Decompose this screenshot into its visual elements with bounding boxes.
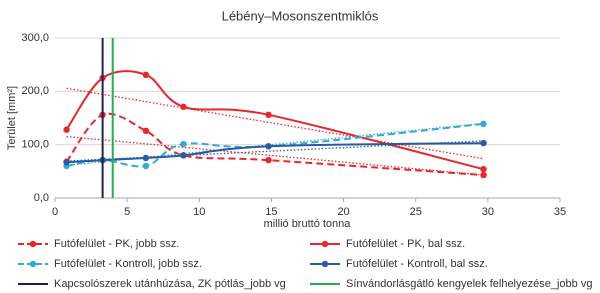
data-point	[142, 162, 150, 170]
trendline	[66, 87, 484, 160]
data-point	[180, 152, 187, 159]
y-tick-label: 100,0	[21, 139, 49, 151]
x-tick-label: 20	[337, 206, 349, 218]
legend-marker	[29, 240, 37, 248]
y-axis-title: Terület [mm²]	[6, 86, 18, 150]
data-point	[265, 156, 272, 164]
data-point	[480, 120, 487, 128]
legend-marker	[321, 240, 329, 248]
trendline	[66, 135, 484, 176]
x-tick-label: 35	[554, 206, 566, 218]
legend-label: Kapcsolószerek utánhúzása, ZK pótlás_job…	[54, 278, 286, 290]
y-tick-label: 200,0	[21, 85, 49, 97]
data-point	[63, 126, 70, 133]
chart-title: Lébény–Mosonszentmiklós	[222, 8, 379, 23]
legend-label: Futófelület - Kontroll, jobb ssz.	[54, 258, 202, 270]
x-tick-label: 10	[193, 206, 205, 218]
y-tick-label: 300,0	[21, 32, 49, 44]
data-point	[180, 103, 187, 111]
legend-label: Futófelület - PK, jobb ssz.	[54, 238, 179, 250]
data-point	[180, 140, 187, 148]
data-point	[63, 159, 70, 166]
x-tick-label: 30	[482, 206, 494, 218]
data-point	[142, 127, 150, 134]
legend-label: Sínvándorlásgátló kengyelek felhelyezése…	[346, 278, 592, 290]
x-tick-label: 25	[410, 206, 422, 218]
legend-label: Futófelület - Kontroll, bal ssz.	[346, 258, 488, 270]
data-point	[480, 171, 487, 179]
data-point	[480, 166, 487, 173]
series-line	[65, 70, 484, 171]
x-axis-title: millió bruttó tonna	[264, 218, 352, 230]
data-point	[142, 154, 150, 162]
y-tick-label: 0,0	[34, 192, 49, 204]
legend-marker	[29, 260, 37, 268]
legend-marker	[321, 260, 329, 268]
legend-label: Futófelület - PK, bal ssz.	[346, 238, 465, 250]
data-point	[265, 143, 272, 150]
data-point	[265, 111, 272, 119]
data-point	[142, 71, 150, 79]
data-point	[480, 139, 487, 147]
x-tick-label: 15	[265, 206, 277, 218]
x-tick-label: 0	[52, 206, 58, 218]
x-tick-label: 5	[124, 206, 130, 218]
